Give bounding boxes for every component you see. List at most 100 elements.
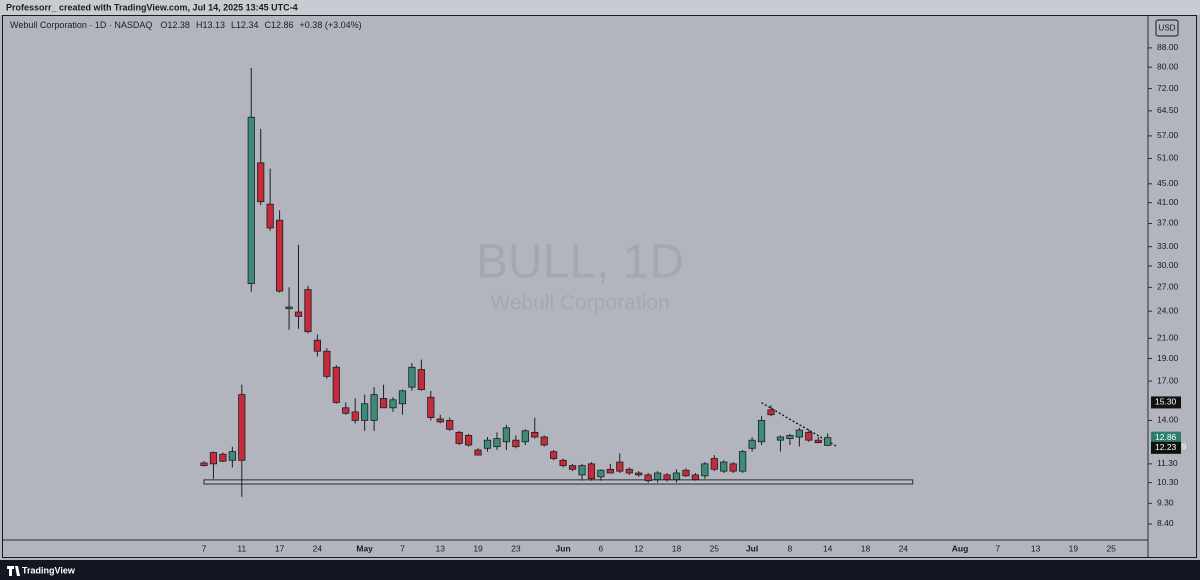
logo — [7, 566, 20, 576]
legend-value: 12.38 — [167, 20, 190, 30]
candle-body — [417, 369, 425, 390]
candle-body — [247, 116, 255, 285]
price-marker — [1151, 396, 1181, 409]
y-tick-label: 8.40 — [1157, 518, 1174, 528]
candle-body — [266, 203, 274, 229]
chart-pane — [2, 15, 1197, 558]
candle-body — [351, 411, 359, 421]
candle-body — [446, 420, 454, 430]
y-tick-label: 10.30 — [1157, 477, 1179, 487]
x-tick-label: 25 — [1106, 543, 1116, 553]
x-tick-label: 14 — [823, 543, 833, 553]
candle-body — [370, 394, 378, 421]
candle-body — [644, 474, 652, 482]
candle-body — [786, 435, 794, 439]
y-tick-label: 11.30 — [1157, 458, 1178, 468]
x-tick-label: 24 — [899, 543, 909, 553]
x-tick-label: 13 — [436, 543, 446, 553]
candle-body — [200, 462, 208, 467]
candle-body — [275, 219, 284, 292]
y-tick-label: 37.00 — [1157, 218, 1179, 228]
candle-body — [795, 429, 803, 438]
candle-body — [228, 451, 236, 461]
watermark-name: Webull Corporation — [490, 292, 669, 315]
y-tick-label: 24.00 — [1157, 305, 1179, 315]
candle-body — [739, 451, 747, 472]
x-tick-label: 25 — [710, 543, 720, 553]
legend-key: L — [230, 20, 236, 30]
candle-body — [238, 394, 246, 461]
x-tick-label: 11 — [237, 543, 246, 553]
y-tick-label: 64.50 — [1157, 105, 1179, 115]
candle-body — [559, 459, 567, 467]
brand: TradingView — [22, 565, 76, 575]
candle-body — [682, 469, 690, 477]
legend-value: 12.86 — [271, 20, 294, 30]
candle-body — [361, 403, 369, 421]
candle-body — [729, 463, 737, 472]
candle-body — [502, 427, 511, 443]
x-tick-label: 17 — [275, 543, 285, 553]
x-tick-label: 18 — [861, 543, 871, 553]
candle-body — [550, 451, 558, 459]
watermark-ticker: BULL, 1D — [476, 236, 684, 289]
candle-body — [219, 453, 227, 462]
candle-body — [389, 399, 397, 409]
candle-body — [691, 474, 700, 481]
price-marker-label: 12.86 — [1155, 432, 1177, 442]
y-tick-label: 9.30 — [1157, 498, 1174, 508]
candle-body — [285, 306, 293, 310]
x-tick-label: 12 — [634, 543, 644, 553]
candle-body — [625, 468, 633, 474]
price-marker-label: 15.30 — [1155, 397, 1177, 407]
y-tick-label: 80.00 — [1157, 61, 1179, 71]
y-tick-label: 57.00 — [1157, 130, 1179, 140]
legend-key: O — [160, 20, 168, 30]
candle-body — [512, 439, 520, 448]
candle-body — [805, 431, 813, 441]
y-tick-label: 14.00 — [1157, 415, 1179, 425]
candle-body — [323, 350, 331, 377]
legend-name: Webull Corporation · 1D · NASDAQ — [10, 20, 153, 30]
candle-body — [824, 437, 832, 446]
candle-body — [663, 474, 671, 481]
y-tick-label: 27.00 — [1157, 282, 1179, 292]
y-tick-label: 19.00 — [1157, 353, 1179, 363]
candle-body — [672, 472, 681, 481]
y-tick-label: 45.00 — [1157, 178, 1179, 188]
x-tick-label: Jul — [746, 543, 758, 553]
x-tick-label: May — [356, 543, 373, 553]
candle-body — [578, 465, 586, 476]
candle-body — [209, 452, 218, 465]
candle-body — [701, 463, 709, 477]
y-tick-label: 17.00 — [1157, 375, 1179, 385]
top-bar — [0, 0, 1200, 15]
candle-body — [379, 398, 388, 409]
candle-body — [568, 465, 577, 470]
candle-body — [408, 366, 416, 388]
x-tick-label: 23 — [511, 543, 521, 553]
legend-key: C — [264, 20, 272, 30]
legend-value: 12.34 — [235, 20, 259, 30]
candle-body — [654, 472, 662, 481]
y-tick-label: 72.00 — [1157, 83, 1179, 93]
candle-body — [776, 436, 785, 441]
candle-body — [597, 469, 605, 478]
legend-value: 13.13 — [202, 20, 225, 30]
y-tick-label: 51.00 — [1157, 153, 1179, 163]
credit: Professorr_ created with TradingView.com… — [6, 2, 298, 12]
candle-body — [616, 461, 624, 472]
footer-bar — [0, 560, 1200, 580]
candle-body — [257, 162, 265, 203]
x-tick-label: 19 — [1069, 543, 1079, 553]
currency-button[interactable] — [1155, 19, 1179, 37]
candle-body — [493, 438, 501, 448]
price-marker-label: 12.23 — [1155, 442, 1177, 452]
currency: USD — [1159, 24, 1176, 33]
x-tick-label: Aug — [952, 543, 969, 553]
candle-body — [635, 472, 643, 476]
candle-body — [483, 439, 492, 449]
x-tick-label: 13 — [1031, 543, 1041, 553]
